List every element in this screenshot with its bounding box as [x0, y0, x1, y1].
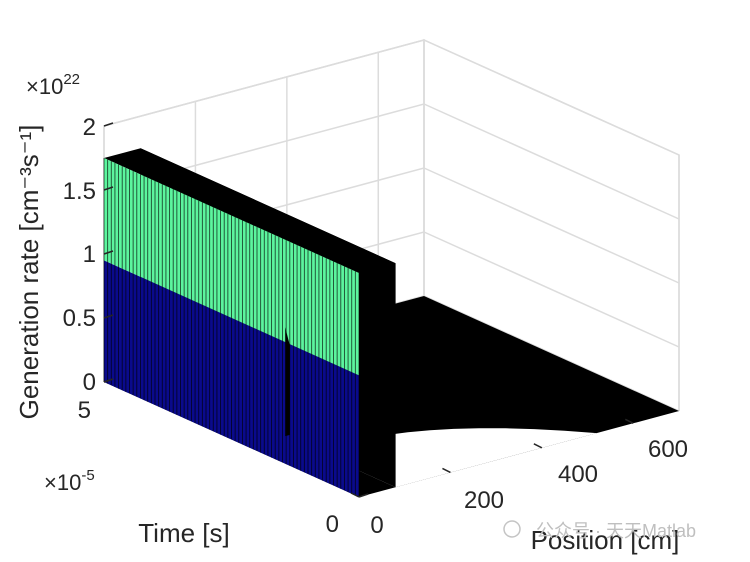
- x-tick-label-600: 600: [648, 436, 688, 463]
- y-tick-mark: [358, 493, 369, 498]
- y-axis-label: Time [s]: [138, 518, 229, 548]
- z-tick-mark: [103, 250, 114, 255]
- pulse-spike: [285, 327, 290, 437]
- watermark: 公众号 · 天天Matlab: [503, 520, 696, 541]
- x-tick-label-0: 0: [370, 512, 383, 539]
- z-tick-mark: [103, 186, 114, 191]
- z-tick-mark: [103, 314, 114, 319]
- z-axis-label: Generation rate [cm⁻³s⁻¹]: [14, 125, 44, 420]
- x-axis-label: Position [cm]: [531, 525, 680, 555]
- z-grid-line: [103, 39, 680, 156]
- z-tick-mark: [103, 122, 114, 127]
- y-tick-label-5: 5: [78, 397, 91, 424]
- x-tick-mark: [624, 418, 634, 424]
- y-tick-mark: [103, 378, 114, 383]
- x-tick-mark: [350, 492, 360, 498]
- y-tick-label-0: 0: [326, 511, 339, 538]
- x-tick-label-200: 200: [464, 487, 504, 514]
- z-tick-label-1.5: 1.5: [63, 178, 96, 205]
- z-tick-label-2: 2: [83, 114, 96, 141]
- wechat-icon: [503, 520, 521, 538]
- x-tick-label-400: 400: [558, 461, 598, 488]
- y-exponent-power: -5: [81, 467, 94, 484]
- x-tick-mark: [533, 443, 543, 449]
- z-tick-label-0: 0: [83, 369, 96, 396]
- y-exponent: ×10-5: [44, 467, 95, 495]
- z-exponent-power: 22: [63, 71, 80, 88]
- x-tick-mark: [442, 467, 451, 474]
- z-exponent: ×1022: [26, 71, 80, 99]
- surface-mesh: [103, 148, 679, 497]
- z-tick-label-0.5: 0.5: [63, 305, 96, 332]
- z-tick-label-1: 1: [83, 241, 96, 268]
- watermark-label: 公众号 · 天天Matlab: [536, 521, 696, 541]
- tick-marks: [103, 122, 634, 498]
- z-exponent-base: ×10: [26, 74, 63, 99]
- y-exponent-base: ×10: [44, 470, 81, 495]
